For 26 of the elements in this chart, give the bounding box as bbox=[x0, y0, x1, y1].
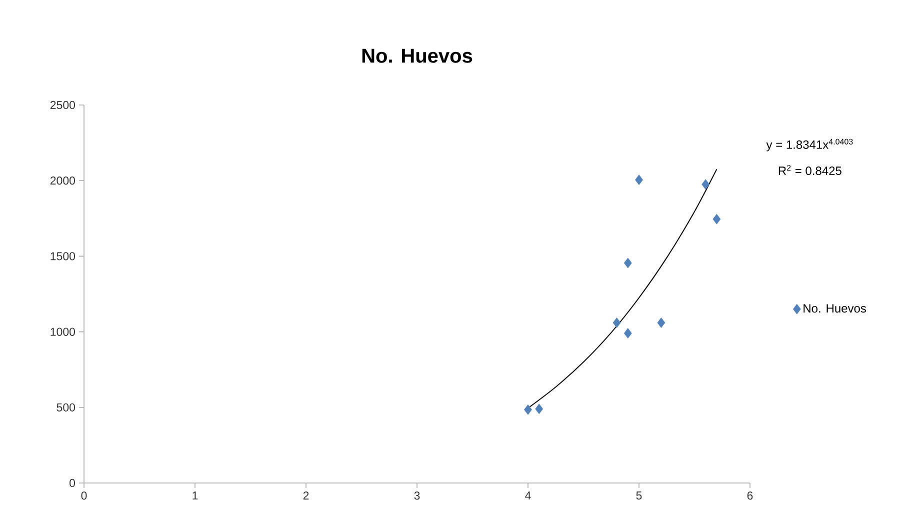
legend-label: No. Huevos bbox=[804, 304, 866, 313]
y-tick-label: 1500 bbox=[50, 252, 76, 260]
x-tick-label: 0 bbox=[81, 492, 87, 500]
x-tick-label: 2 bbox=[303, 492, 309, 500]
y-tick-label: 2000 bbox=[50, 176, 76, 185]
point bbox=[535, 404, 544, 414]
y-tick-label: 1000 bbox=[50, 328, 76, 336]
text: R$^{2}$ = 0.8425 bbox=[778, 164, 842, 176]
point bbox=[524, 404, 532, 415]
x-tick-label: 6 bbox=[747, 492, 753, 500]
x-tick-label: 1 bbox=[192, 492, 198, 500]
x-tick-label: 4 bbox=[525, 492, 531, 500]
text: y = 1.8341x$^{4.0403}$ bbox=[766, 138, 853, 152]
point bbox=[712, 214, 721, 224]
y-tick-label: 0 bbox=[70, 478, 76, 488]
chart-title: No. Huevos bbox=[362, 48, 472, 63]
y-tick-label: 500 bbox=[56, 403, 76, 412]
point bbox=[635, 174, 643, 186]
point bbox=[612, 318, 621, 328]
point bbox=[624, 328, 632, 338]
x-tick-label: 5 bbox=[636, 492, 642, 500]
y-tick-label: 2500 bbox=[50, 100, 76, 110]
x-tick-label: 3 bbox=[414, 492, 420, 500]
point bbox=[624, 258, 632, 268]
point bbox=[657, 318, 666, 328]
point bbox=[702, 179, 710, 190]
